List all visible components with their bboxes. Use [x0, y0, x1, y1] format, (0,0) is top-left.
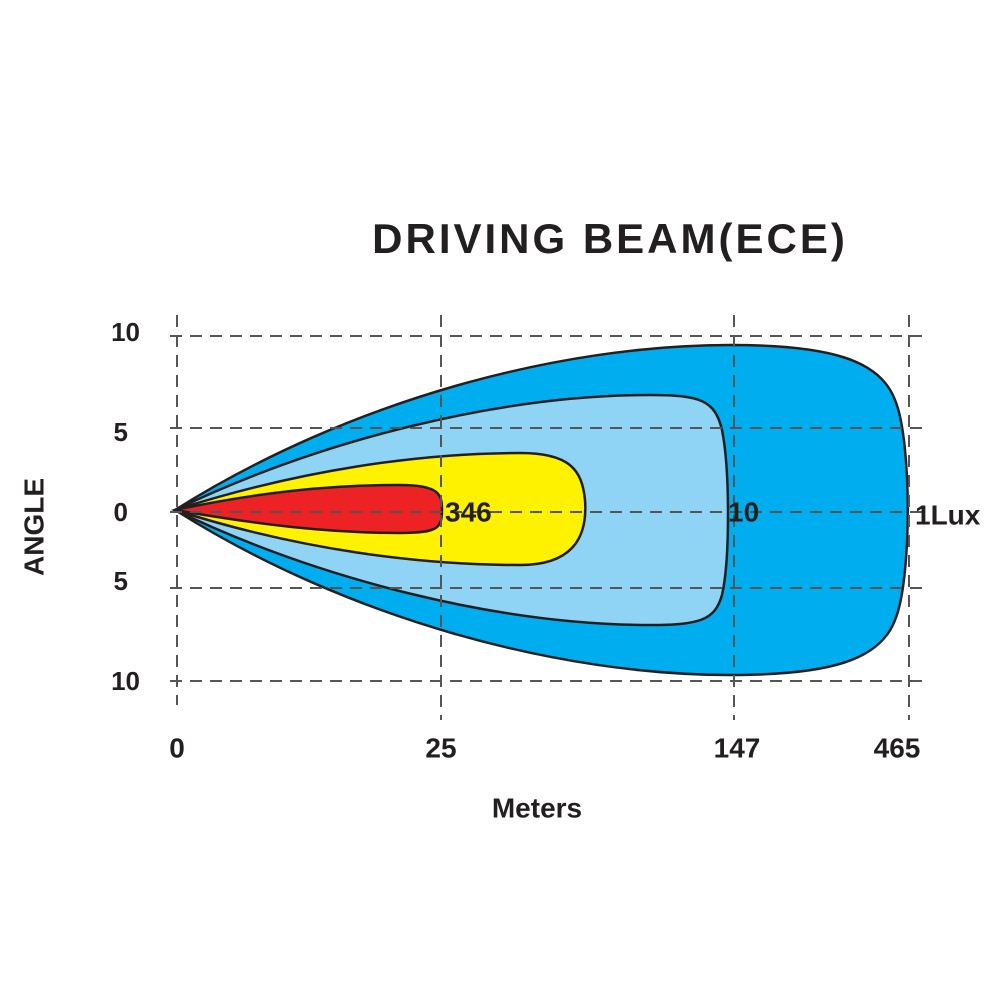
y-axis-label: ANGLE: [18, 478, 49, 576]
x-tick-label: 147: [714, 732, 761, 763]
y-tick-label: 5: [114, 417, 128, 447]
x-axis-label: Meters: [492, 792, 582, 823]
grid: [170, 315, 925, 720]
zone-label: 1Lux: [915, 499, 981, 530]
y-tick-label: 10: [111, 666, 140, 696]
y-ticks: 10 5 0 5 10: [111, 317, 140, 696]
title: DRIVING BEAM(ECE): [372, 215, 848, 262]
y-tick-label: 0: [114, 497, 128, 527]
zone-core: [174, 483, 444, 535]
x-ticks: 0 25 147 465: [169, 732, 920, 763]
x-tick-label: 25: [425, 732, 456, 763]
zone-label: 10: [728, 496, 759, 527]
y-tick-label: 10: [111, 317, 140, 347]
zone-labels: 346 10 1Lux: [445, 496, 981, 530]
x-tick-label: 0: [169, 732, 185, 763]
x-tick-label: 465: [874, 732, 921, 763]
y-tick-label: 5: [114, 566, 128, 596]
zone-label: 346: [445, 496, 492, 527]
